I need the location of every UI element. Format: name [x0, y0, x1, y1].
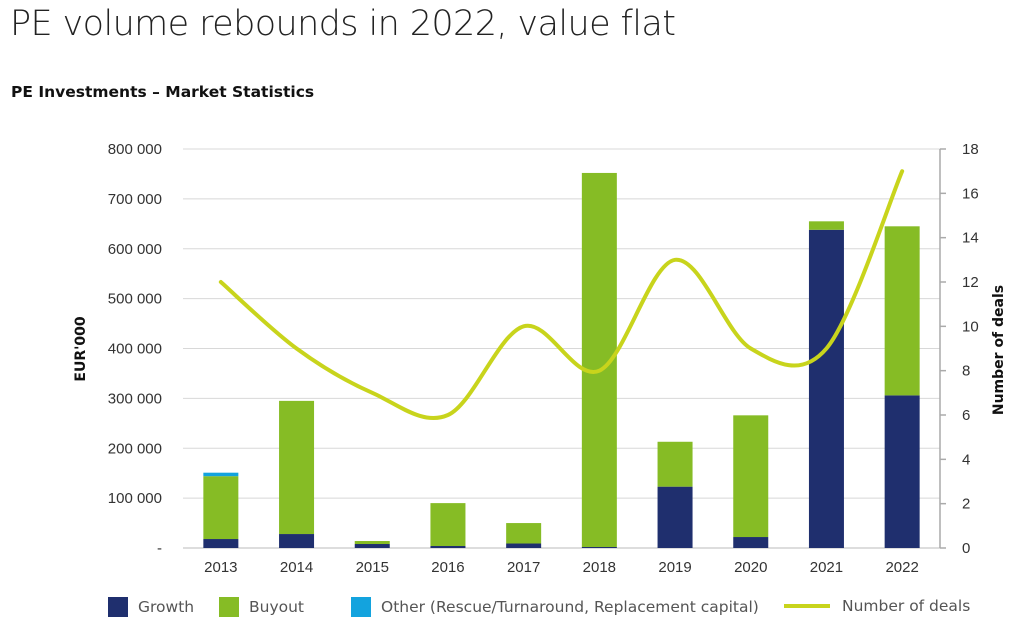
- legend-label-growth: Growth: [138, 598, 195, 616]
- y2-tick-label: 12: [962, 274, 979, 291]
- bar-buyout-2014: [279, 400, 315, 535]
- bar-buyout-2021: [808, 221, 844, 230]
- x-tick-label: 2013: [204, 559, 237, 576]
- legend-item-growth: Growth: [108, 597, 194, 617]
- bar-growth-2022: [884, 395, 920, 548]
- x-tick-label: 2014: [280, 559, 313, 576]
- y-tick-label: 400 000: [108, 341, 162, 358]
- bar-buyout-2022: [884, 226, 920, 396]
- bar-buyout-2019: [657, 441, 693, 487]
- bar-buyout-2015: [354, 541, 390, 545]
- bar-growth-2019: [657, 486, 693, 548]
- x-tick-label: 2016: [431, 559, 464, 576]
- bar-buyout-2020: [733, 415, 769, 538]
- x-axis: 2013 2014 2015 2016 2017 2018 2019 2020 2021 2022: [204, 559, 919, 576]
- y2-tick-label: 18: [962, 141, 979, 158]
- bar-growth-2018: [581, 547, 617, 548]
- y-tick-label: 200 000: [108, 440, 162, 457]
- y-axis-left: - 100 000 200 000 300 000 400 000 500 000 600 …: [108, 141, 162, 557]
- y2-tick-label: 0: [962, 540, 970, 557]
- y2-tick-label: 10: [962, 318, 979, 335]
- bar-growth-2016: [430, 546, 466, 548]
- y2-tick-label: 16: [962, 185, 979, 202]
- bar-growth-2013: [203, 539, 239, 548]
- bar-growth-2017: [506, 543, 542, 548]
- bar-growth-2014: [279, 534, 315, 548]
- y2-tick-label: 6: [962, 407, 970, 424]
- y2-tick-label: 8: [962, 363, 970, 380]
- bar-buyout-2013: [203, 476, 239, 540]
- x-tick-label: 2018: [583, 559, 616, 576]
- y2-tick-label: 2: [962, 496, 970, 513]
- deals-line: [218, 169, 905, 421]
- legend-swatch-other: [351, 597, 371, 617]
- x-tick-label: 2022: [885, 559, 918, 576]
- legend-item-buyout: Buyout: [219, 597, 304, 617]
- y2-axis-label: Number of deals: [991, 285, 1007, 415]
- legend-item-deals: Number of deals: [784, 597, 970, 615]
- legend-swatch-deals: [784, 604, 830, 608]
- x-tick-label: 2017: [507, 559, 540, 576]
- legend-swatch-buyout: [219, 597, 239, 617]
- y-tick-label: 500 000: [108, 291, 162, 308]
- y-tick-label: 100 000: [108, 490, 162, 507]
- x-tick-label: 2019: [658, 559, 691, 576]
- x-tick-label: 2015: [356, 559, 389, 576]
- x-tick-label: 2020: [734, 559, 767, 576]
- bar-growth-2021: [808, 229, 844, 549]
- y-axis-right: 0 2 4 6 8 10 12 14 16 18: [939, 141, 979, 557]
- legend-label-other: Other (Rescue/Turnaround, Replacement ca…: [381, 598, 759, 616]
- y-tick-label: 800 000: [108, 141, 162, 158]
- y-axis-label: EUR'000: [73, 316, 89, 381]
- legend-label-deals: Number of deals: [842, 597, 971, 615]
- combo-chart: 2013 2014 2015 2016 2017 2018 2019 2020 2021 2022…: [73, 141, 1007, 576]
- bar-other-2013: [203, 472, 239, 477]
- y-tick-label: 300 000: [108, 390, 162, 407]
- legend: Growth Buyout Other (Rescue/Turnaround, …: [0, 597, 1024, 627]
- y-tick-label: 600 000: [108, 241, 162, 258]
- bar-growth-2015: [354, 544, 390, 548]
- legend-label-buyout: Buyout: [249, 598, 305, 616]
- bar-growth-2020: [733, 537, 769, 548]
- bar-buyout-2017: [506, 523, 542, 544]
- y-tick-label: 700 000: [108, 191, 162, 208]
- chart-subtitle: PE Investments – Market Statistics: [11, 83, 315, 101]
- x-tick-label: 2021: [810, 559, 843, 576]
- legend-swatch-growth: [108, 597, 128, 617]
- legend-item-other: Other (Rescue/Turnaround, Replacement ca…: [351, 597, 759, 617]
- y2-tick-label: 14: [962, 230, 979, 247]
- bar-buyout-2016: [430, 503, 466, 547]
- y-tick-label: -: [157, 540, 162, 557]
- bars: [203, 172, 920, 549]
- chart-title: PE volume rebounds in 2022, value flat: [10, 4, 676, 44]
- y2-tick-label: 4: [962, 451, 970, 468]
